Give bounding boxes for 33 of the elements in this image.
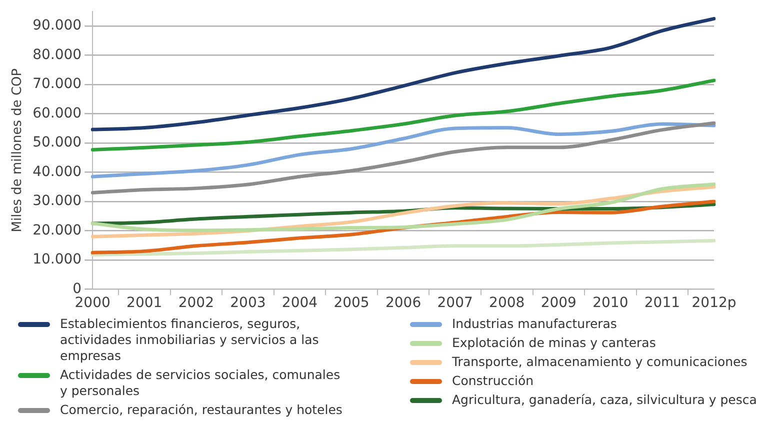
legend-label: Comercio, reparación, restaurantes y hoteles	[60, 402, 342, 418]
y-tick-label: 10.000	[32, 252, 82, 268]
x-tick-label: 2010	[592, 295, 628, 312]
x-tick-label: 2002	[178, 295, 214, 312]
x-tick-label: 2011	[644, 295, 680, 312]
y-tick-label: 20.000	[32, 222, 82, 238]
y-tick-label: 50.000	[32, 134, 82, 151]
legend-label: Transporte, almacenamiento y comunicaciones	[452, 354, 748, 370]
x-tick-label: 2007	[437, 295, 473, 312]
y-tick-label: 0	[72, 280, 82, 297]
x-tick-label: 2006	[385, 295, 422, 312]
legend-label: Industrias manufactureras	[452, 316, 617, 332]
y-tick-label: 80.000	[32, 46, 82, 63]
line-series	[90, 238, 716, 256]
y-tick-label: 90.000	[32, 18, 82, 34]
x-tick-label: 2001	[126, 295, 162, 312]
x-tick-label: 2012p	[692, 295, 736, 312]
y-tick-label: 70.000	[32, 76, 82, 92]
legend-label: Actividades de servicios sociales, comunales y personales	[60, 367, 342, 399]
x-tick-label: 2005	[334, 295, 370, 312]
x-tick-label: 2008	[489, 295, 525, 312]
legend-label: Establecimientos financieros, seguros, actividades inmobiliarias y servicios a las empresas	[60, 316, 320, 364]
y-tick-label: 40.000	[32, 164, 82, 180]
legend-label: Explotación de minas y canteras	[452, 335, 656, 351]
legend-label: Agricultura, ganadería, caza, silvicultura y pesca	[452, 392, 757, 408]
y-tick-label: 30.000	[32, 193, 82, 210]
y-tick-label: 60.000	[32, 105, 82, 122]
y-axis-title: Miles de millones de COP	[10, 68, 26, 232]
legend-label: Construcción	[452, 373, 534, 389]
x-tick-label: 2000	[74, 295, 110, 312]
x-tick-label: 2004	[282, 295, 318, 312]
x-tick-label: 2003	[230, 295, 266, 312]
x-tick-label: 2009	[540, 295, 576, 312]
